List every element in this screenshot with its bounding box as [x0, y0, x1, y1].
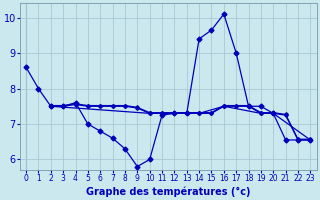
X-axis label: Graphe des températures (°c): Graphe des températures (°c)	[86, 186, 251, 197]
